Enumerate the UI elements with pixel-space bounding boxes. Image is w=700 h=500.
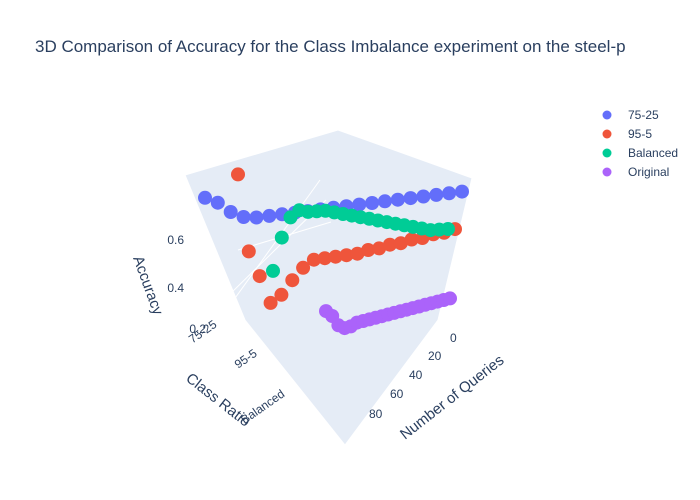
floor-panel <box>245 320 438 445</box>
x-tick-label: 60 <box>390 387 404 401</box>
data-point <box>352 197 367 212</box>
z-tick-label: 0.6 <box>167 233 184 247</box>
data-point <box>455 184 469 199</box>
series-balanced <box>266 203 455 278</box>
x-tick-label: 0 <box>450 331 457 345</box>
x-tick-label: 40 <box>409 368 423 382</box>
x-tick-label: 80 <box>369 407 383 421</box>
data-point <box>377 194 392 209</box>
data-point <box>263 295 278 310</box>
data-point <box>231 167 245 182</box>
legend[interactable]: 75-25 95-5 Balanced Original <box>602 108 679 179</box>
legend-item[interactable]: Balanced <box>602 146 679 160</box>
y-tick-label: 95-5 <box>232 346 260 371</box>
data-point <box>285 273 300 288</box>
data-point <box>274 230 289 245</box>
data-point <box>365 196 380 210</box>
data-point <box>266 263 280 278</box>
plot-scene[interactable] <box>184 129 473 446</box>
data-point <box>350 246 365 261</box>
data-point <box>339 248 354 263</box>
data-point <box>328 249 343 264</box>
data-point <box>393 236 408 251</box>
legend-marker <box>602 148 612 158</box>
data-point <box>443 291 457 306</box>
legend-marker <box>602 110 612 120</box>
data-point <box>274 287 289 302</box>
data-point <box>441 222 455 236</box>
legend-label: Original <box>628 165 669 179</box>
legend-label: 95-5 <box>628 127 652 141</box>
series-original <box>319 291 457 336</box>
legend-item[interactable]: Original <box>602 165 670 179</box>
legend-label: 75-25 <box>628 108 659 122</box>
data-point <box>223 205 238 219</box>
data-point <box>306 252 321 267</box>
series-layer <box>198 167 469 336</box>
z-tick-label: 0.4 <box>167 281 184 295</box>
legend-item[interactable]: 75-25 <box>602 108 660 122</box>
data-point <box>236 210 251 224</box>
data-point <box>403 191 418 206</box>
legend-marker <box>602 167 612 177</box>
z-axis: 0.2 0.4 0.6 Accuracy <box>129 233 206 336</box>
scene-outline <box>184 129 473 446</box>
data-point <box>390 192 405 207</box>
legend-label: Balanced <box>628 146 678 160</box>
data-point <box>442 186 457 201</box>
y-axis-title: Class Ratio <box>183 370 254 431</box>
data-point <box>361 243 376 257</box>
x-tick-label: 20 <box>428 349 442 363</box>
legend-item[interactable]: 95-5 <box>602 127 653 141</box>
z-tick-label: 0.2 <box>189 322 206 336</box>
data-point <box>262 208 277 223</box>
data-point <box>252 269 267 284</box>
data-point <box>317 251 332 266</box>
legend-marker <box>602 129 612 139</box>
data-point <box>382 237 397 252</box>
x-axis-title: Number of Queries <box>397 352 507 443</box>
data-point <box>241 244 256 259</box>
z-axis-title: Accuracy <box>129 254 166 318</box>
data-point <box>249 210 264 225</box>
data-point <box>198 190 212 205</box>
data-point <box>404 232 419 247</box>
data-point <box>372 241 387 256</box>
data-point <box>429 187 444 202</box>
data-point <box>210 195 225 210</box>
chart-title: 3D Comparison of Accuracy for the Class … <box>35 37 626 56</box>
data-point <box>296 260 311 275</box>
data-point <box>416 189 431 204</box>
